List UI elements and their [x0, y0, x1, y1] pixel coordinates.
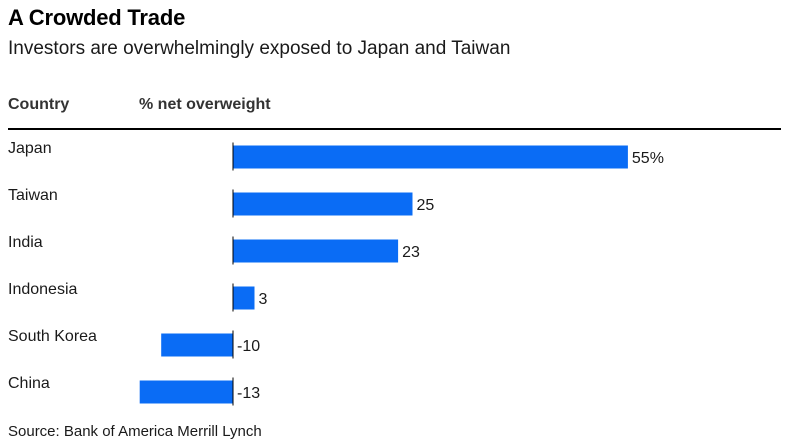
value-label: -10: [237, 338, 260, 355]
category-label: China: [8, 375, 50, 392]
bar: [139, 380, 233, 404]
bar-chart: Japan 55% Taiwan 25 India 23 Indonesia 3 South K…: [8, 140, 664, 406]
bar: [161, 333, 233, 357]
source-note: Source: Bank of America Merrill Lynch: [8, 423, 262, 440]
category-label: South Korea: [8, 328, 97, 345]
chart-subtitle: Investors are overwhelmingly exposed to …: [8, 38, 511, 59]
value-label: 25: [417, 197, 435, 214]
bar: [233, 286, 255, 310]
category-label: Taiwan: [8, 187, 58, 204]
category-label: India: [8, 234, 43, 251]
value-label: 55%: [632, 150, 664, 167]
column-header-country: Country: [8, 96, 70, 113]
value-label: 23: [402, 244, 420, 261]
header-rule: [8, 128, 781, 130]
value-label: -13: [237, 385, 260, 402]
category-label: Japan: [8, 140, 52, 157]
bar: [233, 192, 413, 216]
column-header-net-overweight: % net overweight: [139, 96, 271, 113]
category-label: Indonesia: [8, 281, 77, 298]
bar: [233, 145, 628, 169]
value-label: 3: [259, 291, 268, 308]
chart-title: A Crowded Trade: [8, 5, 186, 30]
bar: [233, 239, 399, 263]
